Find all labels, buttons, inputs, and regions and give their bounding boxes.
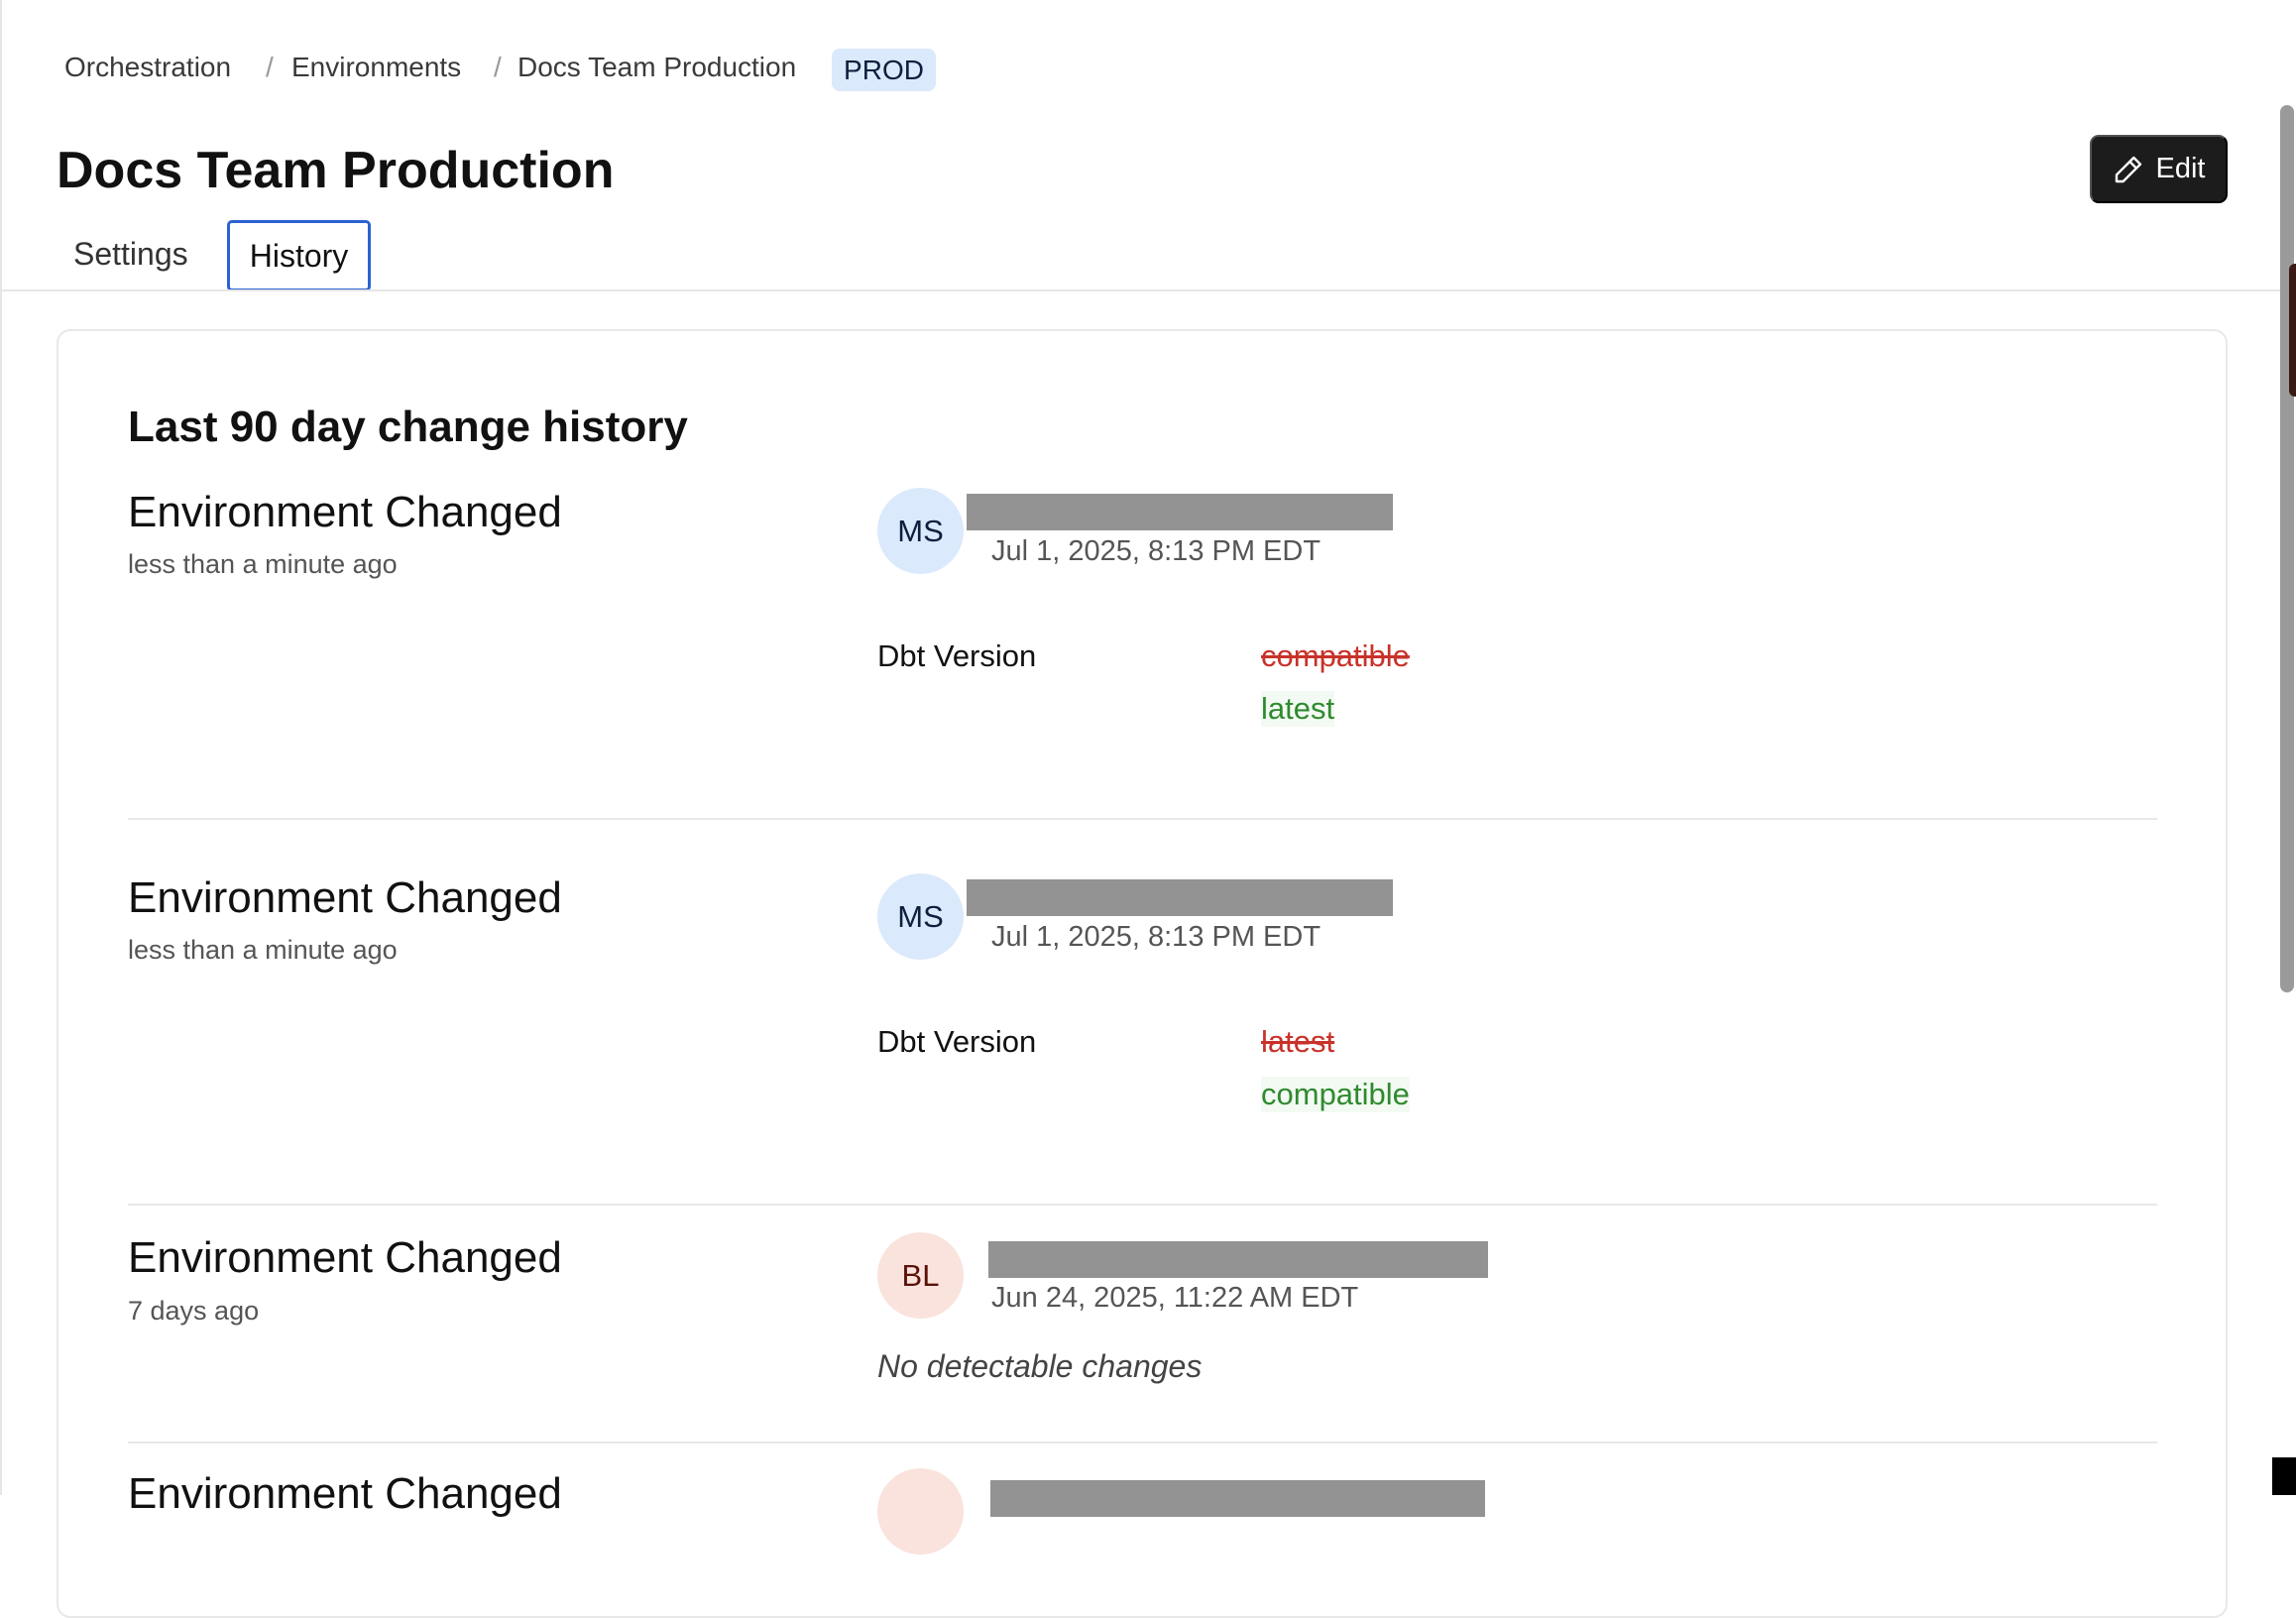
entry-divider (128, 818, 2157, 820)
entry-date: Jul 1, 2025, 8:13 PM EDT (991, 921, 1321, 953)
entry-divider (128, 1204, 2157, 1206)
redacted-user-name (967, 494, 1393, 530)
redacted-user-name (967, 879, 1393, 916)
entry-title: Environment Changed (128, 488, 562, 536)
page-title: Docs Team Production (57, 142, 615, 199)
changed-field: Dbt Version (877, 638, 1037, 673)
avatar: MS (877, 488, 964, 574)
entry-title: Environment Changed (128, 1469, 562, 1518)
tab-history[interactable]: History (227, 220, 371, 291)
edit-label: Edit (2155, 153, 2206, 184)
history-heading: Last 90 day change history (128, 403, 688, 451)
scrollbar-thumb[interactable] (2280, 105, 2294, 992)
breadcrumb-separator: / (266, 52, 274, 82)
tab-settings[interactable]: Settings (73, 236, 188, 272)
environment-badge: PROD (832, 49, 936, 91)
avatar: BL (877, 1232, 964, 1319)
redacted-user-name (990, 1480, 1485, 1517)
entry-relative-time: less than a minute ago (128, 935, 398, 965)
entry-title: Environment Changed (128, 873, 562, 922)
breadcrumb-orchestration[interactable]: Orchestration (64, 52, 232, 82)
edit-button[interactable]: Edit (2090, 135, 2228, 203)
breadcrumb-separator: / (494, 52, 502, 82)
entry-title: Environment Changed (128, 1233, 562, 1282)
side-panel-edge (2289, 264, 2296, 397)
pencil-icon (2115, 156, 2141, 182)
no-changes-text: No detectable changes (877, 1348, 1203, 1384)
breadcrumb-current: Docs Team Production (517, 52, 797, 82)
changed-field: Dbt Version (877, 1024, 1037, 1059)
entry-date: Jun 24, 2025, 11:22 AM EDT (991, 1282, 1359, 1314)
breadcrumb-environments[interactable]: Environments (291, 52, 462, 82)
new-value: compatible (1261, 1077, 1410, 1112)
new-value: latest (1261, 691, 1335, 727)
entry-relative-time: 7 days ago (128, 1296, 260, 1326)
redacted-user-name (988, 1241, 1488, 1278)
old-value: compatible (1261, 638, 1410, 673)
avatar (877, 1468, 964, 1555)
tabs-divider (2, 289, 2282, 291)
entry-divider (128, 1442, 2157, 1444)
entry-date: Jul 1, 2025, 8:13 PM EDT (991, 535, 1321, 567)
window-corner (2272, 1457, 2296, 1495)
old-value: latest (1261, 1024, 1335, 1059)
entry-relative-time: less than a minute ago (128, 549, 398, 579)
avatar: MS (877, 873, 964, 960)
